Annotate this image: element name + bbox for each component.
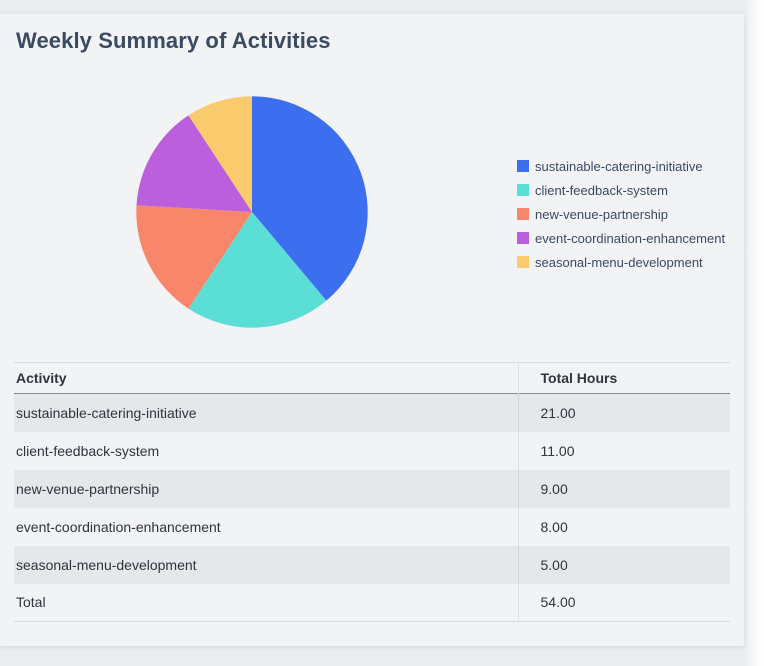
legend-label: new-venue-partnership [535, 206, 668, 222]
legend-swatch-icon [517, 232, 529, 244]
table-total-row: Total 54.00 [14, 583, 730, 622]
column-header-total-hours: Total Hours [517, 362, 730, 394]
column-header-activity: Activity [14, 363, 518, 394]
legend-item-new-venue-partnership: new-venue-partnership [517, 202, 725, 226]
total-value-cell: 54.00 [517, 583, 730, 622]
table-row-event-coordination-enhancement: event-coordination-enhancement 8.00 [14, 507, 730, 546]
hours-cell: 5.00 [517, 545, 730, 584]
table-row-sustainable-catering-initiative: sustainable-catering-initiative 21.00 [14, 393, 730, 432]
chart-legend: sustainable-catering-initiative client-fe… [517, 154, 725, 274]
pie-chart-svg [136, 96, 368, 328]
table-row-seasonal-menu-development: seasonal-menu-development 5.00 [14, 545, 730, 584]
legend-label: client-feedback-system [535, 182, 668, 198]
total-label-cell: Total [16, 594, 46, 611]
activities-pie-chart [134, 94, 370, 330]
pie-slice-sustainable-catering-initiative [252, 96, 368, 301]
legend-swatch-icon [517, 256, 529, 268]
legend-item-event-coordination-enhancement: event-coordination-enhancement [517, 226, 725, 250]
table-row-client-feedback-system: client-feedback-system 11.00 [14, 431, 730, 470]
legend-item-seasonal-menu-development: seasonal-menu-development [517, 250, 725, 274]
pie-slice-event-coordination-enhancement [136, 115, 252, 212]
hours-cell: 21.00 [517, 393, 730, 432]
weekly-summary-card: Weekly Summary of Activities sustainable… [0, 14, 744, 646]
activity-summary-table: Activity Total Hours sustainable-caterin… [14, 362, 730, 622]
activity-cell: event-coordination-enhancement [16, 518, 221, 535]
legend-label: event-coordination-enhancement [535, 230, 726, 246]
hours-cell: 11.00 [517, 431, 730, 470]
legend-label: seasonal-menu-development [535, 254, 703, 270]
legend-item-sustainable-catering-initiative: sustainable-catering-initiative [517, 154, 725, 178]
page-title: Weekly Summary of Activities [16, 28, 331, 53]
pie-slice-client-feedback-system [188, 212, 327, 328]
page-right-gutter [744, 0, 764, 666]
hours-cell: 8.00 [517, 507, 730, 546]
pie-slice-new-venue-partnership [136, 205, 252, 309]
activity-cell: new-venue-partnership [16, 480, 160, 497]
hours-cell: 9.00 [517, 469, 730, 508]
column-header-activity-label: Activity [16, 370, 67, 386]
column-header-total-hours-label: Total Hours [540, 370, 618, 386]
legend-label: sustainable-catering-initiative [535, 158, 703, 174]
legend-item-client-feedback-system: client-feedback-system [517, 178, 725, 202]
activity-cell: sustainable-catering-initiative [16, 404, 197, 421]
activity-cell: seasonal-menu-development [16, 556, 197, 573]
pie-slice-seasonal-menu-development [188, 96, 252, 212]
legend-swatch-icon [517, 184, 529, 196]
activity-cell: client-feedback-system [16, 442, 160, 459]
table-row-new-venue-partnership: new-venue-partnership 9.00 [14, 469, 730, 508]
table-header-row: Activity Total Hours [14, 362, 730, 394]
legend-swatch-icon [517, 160, 529, 172]
legend-swatch-icon [517, 208, 529, 220]
